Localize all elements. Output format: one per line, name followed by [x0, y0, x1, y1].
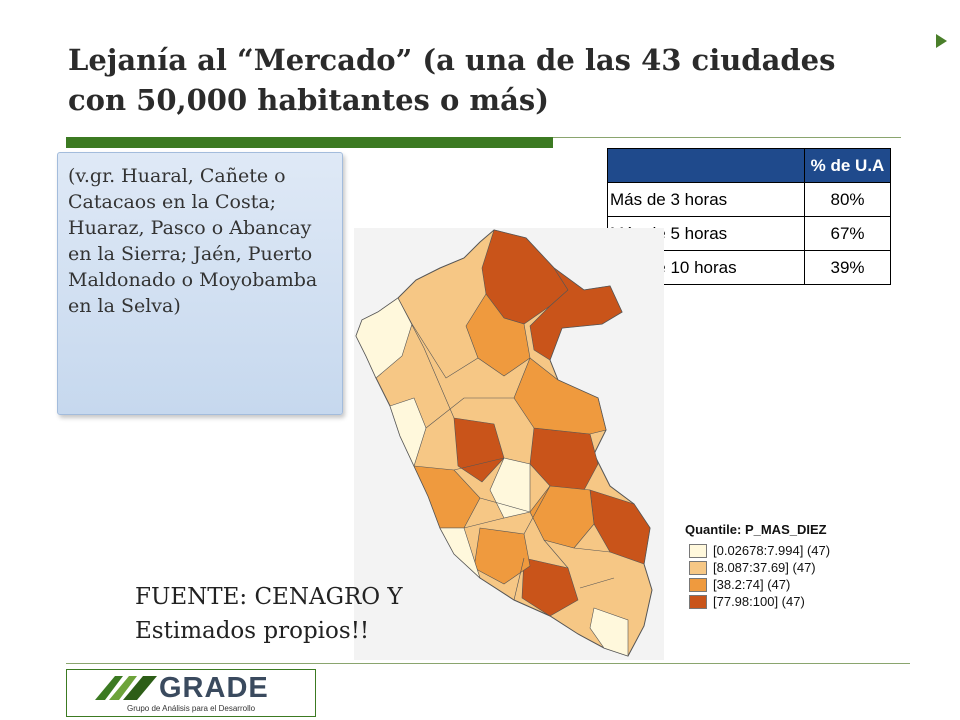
- table-row-value: 80%: [804, 182, 891, 217]
- legend-label: [38.2:74] (47): [713, 577, 791, 592]
- grade-logo-mark-icon: [95, 676, 157, 700]
- source-line1: FUENTE: CENAGRO Y: [135, 584, 403, 610]
- peru-choropleth-map: [354, 228, 664, 660]
- table-header-percent: % de U.A: [804, 148, 891, 183]
- map-region-medium: [473, 527, 531, 585]
- slide-title-line1: Lejanía al “Mercado” (a una de las 43 ci…: [68, 43, 836, 77]
- examples-note-box: (v.gr. Huaral, Cañete o Catacaos en la C…: [57, 152, 343, 415]
- table-header-row: % de U.A: [607, 148, 891, 183]
- map-region-light: [589, 607, 629, 657]
- legend-swatch: [689, 577, 707, 592]
- map-region-medium: [513, 357, 607, 435]
- footer-divider: [66, 663, 910, 664]
- slide-title: Lejanía al “Mercado” (a una de las 43 ci…: [68, 40, 928, 120]
- table-header-empty: [607, 148, 805, 183]
- bullet-arrow-icon: [936, 34, 947, 48]
- source-note: FUENTE: CENAGRO Y Estimados propios!!: [135, 580, 495, 648]
- slide-title-line2: con 50,000 habitantes o más): [68, 83, 549, 117]
- map-district-lines: [397, 297, 615, 601]
- table-row: Más de 3 horas 80%: [607, 182, 891, 217]
- logo-subtitle: Grupo de Análisis para el Desarrollo: [127, 704, 256, 713]
- title-underline-thick: [66, 137, 553, 148]
- title-underline-thin: [553, 137, 901, 138]
- table-row-value: 39%: [804, 250, 891, 285]
- map-region-dark: [529, 267, 623, 361]
- map-region-light: [389, 397, 427, 467]
- legend-item: [0.02678:7.994] (47): [689, 542, 873, 559]
- grade-logo: GRADE Grupo de Análisis para el Desarrol…: [66, 669, 316, 717]
- table-row-value: 67%: [804, 216, 891, 251]
- legend-swatch: [689, 560, 707, 575]
- legend-label: [8.087:37.69] (47): [713, 560, 816, 575]
- map-region-light: [439, 527, 481, 579]
- table-row-label: Más de 3 horas: [607, 182, 805, 217]
- legend-label: [0.02678:7.994] (47): [713, 543, 831, 558]
- map-region-dark: [481, 229, 569, 325]
- legend-title: Quantile: P_MAS_DIEZ: [685, 522, 827, 537]
- legend-label: [77.98:100] (47): [713, 594, 805, 609]
- map-region-dark: [453, 417, 505, 483]
- map-region-light: [489, 457, 531, 519]
- logo-name: GRADE: [159, 672, 269, 704]
- map-graphic: [355, 229, 653, 657]
- legend-item: [8.087:37.69] (47): [689, 559, 873, 576]
- map-region-medium: [465, 293, 531, 377]
- legend-item: [38.2:74] (47): [689, 576, 873, 593]
- legend-swatch: [689, 594, 707, 609]
- source-line2: Estimados propios!!: [135, 618, 370, 644]
- legend-item: [77.98:100] (47): [689, 593, 873, 610]
- map-region-dark: [521, 557, 579, 617]
- map-legend: Quantile: P_MAS_DIEZ [0.02678:7.994] (47…: [683, 520, 873, 628]
- legend-swatch: [689, 543, 707, 558]
